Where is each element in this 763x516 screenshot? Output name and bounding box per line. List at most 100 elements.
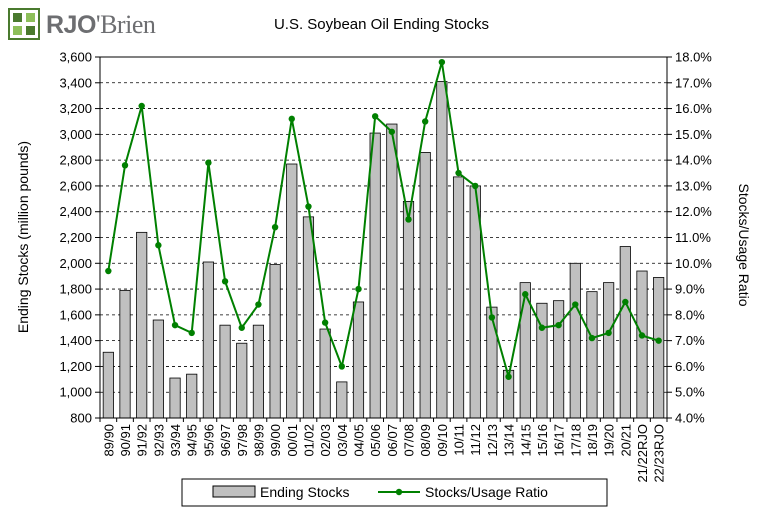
x-tick-label: 97/98 xyxy=(235,424,250,457)
point-20-21 xyxy=(622,298,629,306)
point-94-95 xyxy=(188,329,195,337)
point-05-06 xyxy=(371,113,379,120)
y2-tick-label: 17.0% xyxy=(675,75,712,90)
y-tick-label: 2,000 xyxy=(59,256,92,271)
bar-09-10 xyxy=(436,81,448,419)
y2-tick-label: 5.0% xyxy=(675,385,705,400)
x-tick-label: 92/93 xyxy=(151,424,166,457)
bar-20-21 xyxy=(619,246,631,419)
x-tick-label: 95/96 xyxy=(201,424,216,457)
bar-02-03 xyxy=(319,328,331,419)
y-tick-label: 800 xyxy=(70,411,92,426)
y2-tick-label: 7.0% xyxy=(675,333,705,348)
bar-17-18 xyxy=(569,262,581,419)
point-21-22RJO xyxy=(638,332,646,339)
y-tick-label: 3,000 xyxy=(59,127,92,142)
point-89-90 xyxy=(105,267,112,275)
x-tick-label: 99/00 xyxy=(268,424,283,457)
rjo-brien-logo: RJO'Brien xyxy=(8,6,158,40)
x-tick-label: 16/17 xyxy=(552,424,567,457)
point-14-15 xyxy=(522,291,529,298)
y-tick-label: 2,600 xyxy=(59,178,92,193)
y2-tick-label: 4.0% xyxy=(675,411,705,426)
x-tick-label: 00/01 xyxy=(285,424,300,457)
x-tick-label: 01/02 xyxy=(301,424,316,457)
point-12-13 xyxy=(488,314,496,321)
x-tick-label: 12/13 xyxy=(485,424,500,457)
y2-tick-label: 10.0% xyxy=(675,256,712,271)
bar-93-94 xyxy=(169,377,181,419)
point-15-16 xyxy=(538,324,546,331)
y-tick-label: 3,400 xyxy=(59,75,92,90)
logo-mark-icon xyxy=(8,8,40,40)
y2-tick-label: 8.0% xyxy=(675,307,705,322)
x-tick-label: 05/06 xyxy=(368,424,383,457)
y-tick-label: 1,200 xyxy=(59,359,92,374)
x-tick-label: 03/04 xyxy=(335,424,350,457)
y2-tick-label: 11.0% xyxy=(675,230,711,245)
point-98-99 xyxy=(255,301,262,308)
y2-tick-label: 18.0% xyxy=(675,50,712,65)
point-03-04 xyxy=(338,363,346,370)
x-tick-label: 18/19 xyxy=(585,424,600,457)
x-tick-label: 93/94 xyxy=(168,424,183,457)
y-tick-label: 3,600 xyxy=(59,50,92,65)
point-08-09 xyxy=(421,118,429,125)
bar-10-11 xyxy=(452,176,465,419)
point-09-10 xyxy=(438,58,446,66)
x-tick-label: 07/08 xyxy=(402,424,417,457)
bar-96-97 xyxy=(219,324,231,419)
x-tick-label: 09/10 xyxy=(435,424,450,457)
bar-16-17 xyxy=(553,300,565,419)
bar-04-05 xyxy=(352,301,365,419)
point-92-93 xyxy=(155,242,162,249)
logo-wordmark: RJO'Brien xyxy=(46,10,156,39)
point-22-23RJO xyxy=(655,337,662,344)
point-13-14 xyxy=(505,373,512,380)
y2-tick-label: 12.0% xyxy=(675,204,712,219)
y-tick-label: 2,800 xyxy=(59,153,92,168)
bar-05-06 xyxy=(369,132,381,419)
bar-01-02 xyxy=(302,216,315,419)
bar-18-19 xyxy=(586,291,598,419)
x-tick-label: 21/22RJO xyxy=(635,424,650,483)
point-04-05 xyxy=(355,285,362,293)
legend-label-stocks-usage: Stocks/Usage Ratio xyxy=(425,484,548,500)
y-tick-label: 1,400 xyxy=(59,333,92,348)
point-19-20 xyxy=(605,329,612,337)
bar-99-00 xyxy=(269,264,281,419)
point-96-97 xyxy=(221,278,229,285)
y-tick-label: 1,000 xyxy=(59,385,92,400)
y2-tick-label: 15.0% xyxy=(675,127,712,142)
bar-98-99 xyxy=(252,324,264,419)
legend-swatch-bar xyxy=(212,485,256,498)
y2-tick-label: 14.0% xyxy=(675,153,712,168)
point-00-01 xyxy=(288,115,295,123)
point-10-11 xyxy=(455,169,462,177)
x-tick-label: 04/05 xyxy=(351,424,366,457)
x-tick-label: 94/95 xyxy=(185,424,200,457)
stocks-usage-line xyxy=(107,61,659,378)
point-95-96 xyxy=(205,159,212,166)
point-02-03 xyxy=(321,319,329,326)
bar-95-96 xyxy=(202,261,214,419)
bar-08-09 xyxy=(419,152,431,419)
y2-tick-label: 16.0% xyxy=(675,101,712,116)
point-18-19 xyxy=(588,334,596,342)
y-tick-label: 2,400 xyxy=(59,204,92,219)
bar-91-92 xyxy=(136,231,148,419)
bar-06-07 xyxy=(386,123,398,419)
point-93-94 xyxy=(171,321,179,329)
gridlines xyxy=(100,82,667,393)
bar-07-08 xyxy=(402,200,415,419)
line-stocks-usage xyxy=(105,58,662,380)
y2-axis-title: Stocks/Usage Ratio xyxy=(736,184,752,307)
chart-title: U.S. Soybean Oil Ending Stocks xyxy=(273,16,490,33)
point-07-08 xyxy=(405,216,412,223)
bar-89-90 xyxy=(102,351,114,419)
point-17-18 xyxy=(572,301,579,308)
bar-90-91 xyxy=(119,289,131,419)
legend: Ending Stocks Stocks/Usage Ratio xyxy=(181,478,608,507)
x-tick-label: 10/11 xyxy=(452,424,467,456)
right-axis-ticks: 4.0% 5.0% 6.0% 7.0% 8.0% 9.0% 10.0% 11.0% 12.0% 1… xyxy=(667,50,712,426)
